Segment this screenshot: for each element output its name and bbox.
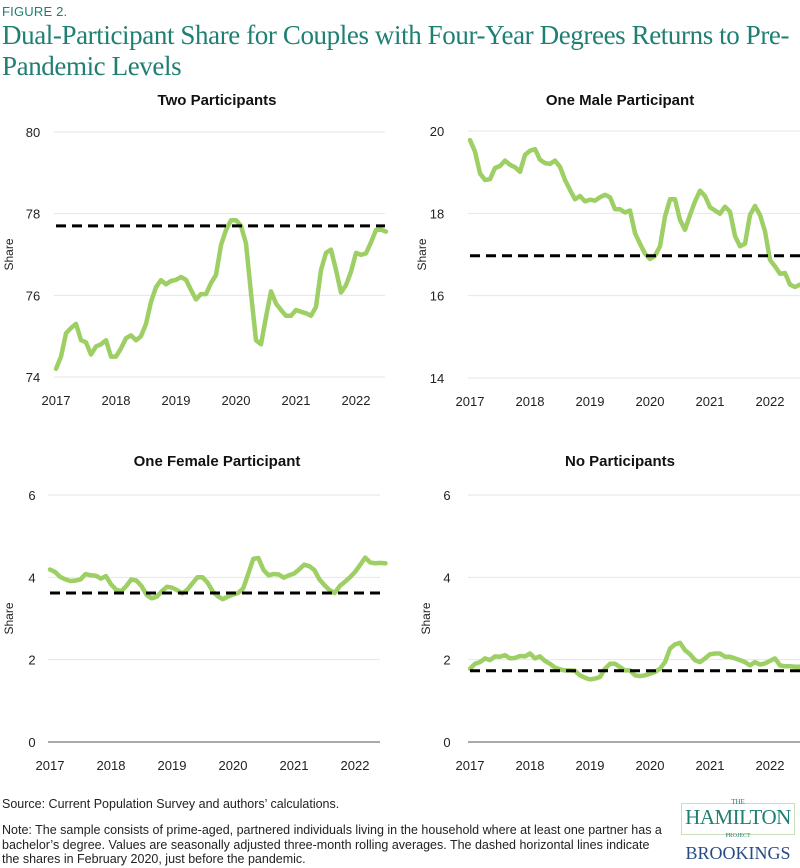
x-tick-label: 2022	[342, 393, 371, 408]
panel-title: Two Participants	[157, 92, 277, 109]
x-tick-label: 2021	[696, 394, 725, 409]
y-tick-label: 0	[28, 735, 35, 750]
y-tick-label: 80	[26, 125, 40, 140]
x-tick-label: 2020	[636, 394, 665, 409]
hamilton-brookings-logo: THE HAMILTON PROJECT BROOKINGS	[678, 798, 798, 868]
y-tick-label: 2	[28, 653, 35, 668]
note-text: Note: The sample consists of prime-aged,…	[2, 823, 662, 866]
x-tick-label: 2017	[42, 393, 71, 408]
y-axis-label: Share	[415, 238, 429, 270]
x-tick-label: 2018	[102, 393, 131, 408]
y-axis-label: Share	[419, 602, 433, 634]
figure-label: FIGURE 2.	[2, 4, 68, 19]
x-tick-label: 2021	[282, 393, 311, 408]
x-tick-label: 2019	[576, 394, 605, 409]
source-text: Source: Current Population Survey and au…	[2, 797, 340, 811]
x-tick-label: 2019	[576, 758, 605, 773]
x-tick-label: 2021	[280, 758, 309, 773]
y-tick-label: 4	[443, 570, 450, 585]
y-tick-label: 18	[430, 206, 444, 221]
panel-one-female-participant: One Female Participant 0 2 4 6 2017 2018 2019 2…	[0, 453, 400, 813]
y-tick-label: 76	[26, 288, 40, 303]
x-tick-label: 2022	[341, 758, 370, 773]
x-tick-label: 2022	[756, 758, 785, 773]
y-tick-label: 0	[443, 735, 450, 750]
y-tick-label: 4	[28, 570, 35, 585]
panel-title: No Participants	[564, 453, 676, 470]
x-tick-label: 2021	[696, 758, 725, 773]
chart-svg: 0 2 4 6 2017 2018 2019 2020 2021 2022 Share	[419, 488, 800, 773]
y-tick-label: 16	[430, 289, 444, 304]
x-tick-label: 2020	[222, 393, 251, 408]
brookings-logo: BROOKINGS	[685, 843, 791, 863]
hamilton-project-logo: THE HAMILTON PROJECT	[681, 798, 795, 839]
x-tick-label: 2020	[636, 758, 665, 773]
y-tick-label: 6	[28, 488, 35, 503]
panel-title: One Female Participant	[133, 453, 301, 470]
x-tick-label: 2018	[516, 758, 545, 773]
y-axis-label: Share	[2, 602, 16, 634]
y-tick-label: 20	[430, 124, 444, 139]
x-tick-label: 2017	[456, 758, 485, 773]
x-tick-label: 2019	[158, 758, 187, 773]
panel-title: One Male Participant	[545, 92, 695, 109]
y-axis-label: Share	[2, 238, 16, 270]
x-tick-label: 2018	[97, 758, 126, 773]
chart-svg: 14 16 18 20 2017 2018 2019 2020 2021 2022 Share	[415, 124, 800, 409]
chart-svg: 0 2 4 6 2017 2018 2019 2020 2021 2022 Share	[2, 488, 388, 773]
y-tick-label: 74	[26, 370, 40, 385]
chart-svg: 74 76 78 80 2017 2018 2019 2020 2021 2022 Share	[2, 125, 389, 408]
series-line	[467, 640, 800, 682]
x-tick-label: 2017	[36, 758, 65, 773]
series-line	[53, 217, 389, 372]
x-tick-label: 2018	[516, 394, 545, 409]
panel-no-participants: No Participants 0 2 4 6 2017 2018 2019 2020 2021…	[400, 453, 800, 813]
y-tick-label: 6	[443, 488, 450, 503]
y-tick-label: 78	[26, 207, 40, 222]
figure-title: Dual-Participant Share for Couples with …	[2, 20, 790, 81]
y-tick-label: 2	[443, 653, 450, 668]
x-tick-label: 2019	[162, 393, 191, 408]
x-tick-label: 2017	[456, 394, 485, 409]
panel-two-participants: Two Participants 74 76 78 80 2017 2018 2019 202…	[0, 92, 400, 452]
series-line	[467, 137, 800, 290]
panel-one-male-participant: One Male Participant 14 16 18 20 2017 2018 201…	[400, 92, 800, 452]
x-tick-label: 2020	[219, 758, 248, 773]
y-tick-label: 14	[430, 371, 444, 386]
x-tick-label: 2022	[756, 394, 785, 409]
series-line	[47, 555, 388, 602]
